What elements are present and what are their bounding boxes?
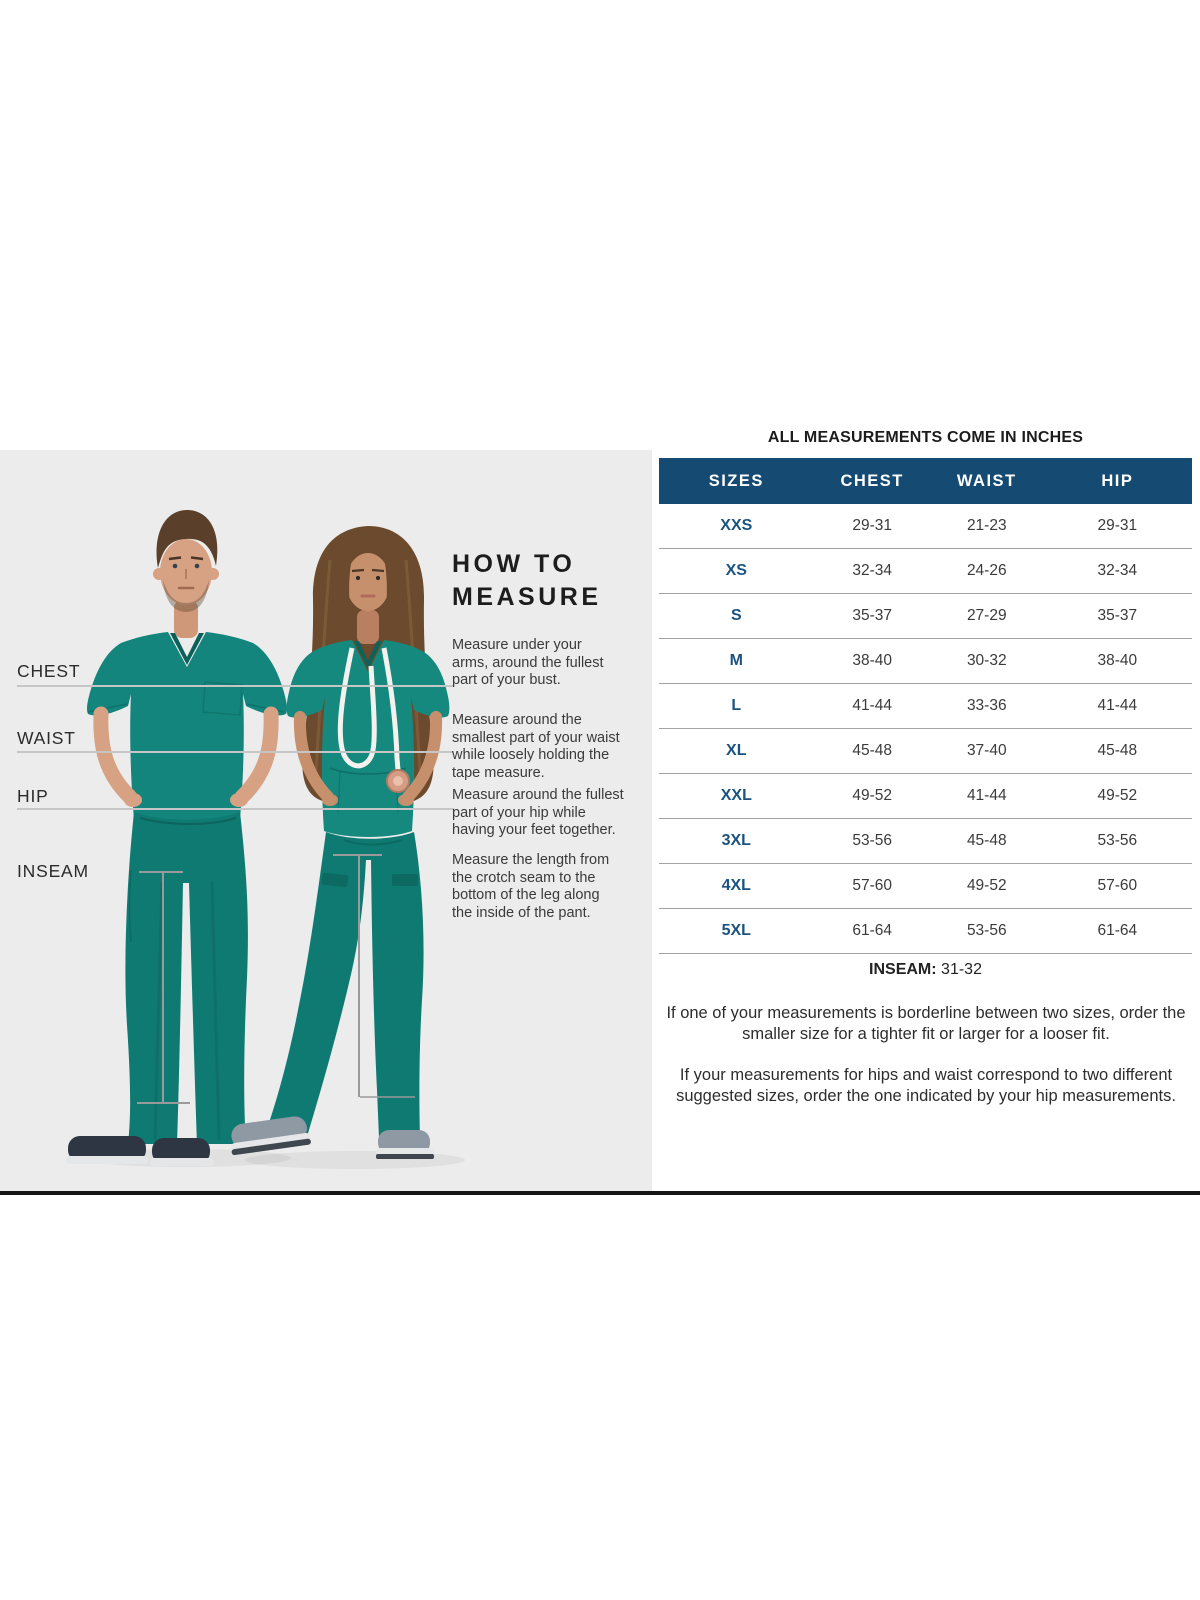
- inseam-tick-woman-bottom: [360, 1096, 415, 1098]
- waist-instruction: Measure around the smallest part of your…: [452, 712, 620, 781]
- inseam-tick-man-bottom: [137, 1102, 190, 1104]
- inseam-note-value: 31-32: [941, 961, 982, 978]
- hip-instruction: Measure around the fullest part of your …: [452, 787, 624, 838]
- hip-waist-note: If your measurements for hips and waist …: [676, 1066, 1176, 1105]
- size-row-4xl: 4XL 57-60 49-52 57-60: [659, 864, 1192, 909]
- chest-guide-line: [17, 685, 454, 687]
- inseam-note-label: INSEAM:: [869, 961, 937, 978]
- chest-label: CHEST: [17, 661, 81, 681]
- header-waist: WAIST: [956, 471, 1017, 490]
- inseam-line-man: [162, 871, 164, 1103]
- inseam-tick-woman-top: [333, 854, 382, 856]
- heading-line-1: HOW TO: [452, 550, 576, 578]
- size-row-m: M 38-40 30-32 38-40: [659, 639, 1192, 684]
- size-chart-table: SIZES CHEST WAIST HIP XXS 29-31 21-23 29…: [659, 458, 1192, 954]
- waist-guide-line: [17, 751, 453, 753]
- size-row-xs: XS 32-34 24-26 32-34: [659, 549, 1192, 594]
- how-to-measure-heading: HOW TO MEASURE: [452, 548, 602, 614]
- inseam-label: INSEAM: [17, 861, 89, 881]
- models-photo: [66, 510, 465, 1169]
- size-row-5xl: 5XL 61-64 53-56 61-64: [659, 909, 1192, 954]
- waist-label: WAIST: [17, 728, 76, 748]
- inseam-tick-man-top: [139, 871, 183, 873]
- header-chest: CHEST: [840, 471, 904, 490]
- size-row-xl: XL 45-48 37-40 45-48: [659, 729, 1192, 774]
- size-row-xxs: XXS 29-31 21-23 29-31: [659, 504, 1192, 549]
- male-model-figure: [66, 510, 287, 1166]
- size-row-s: S 35-37 27-29 35-37: [659, 594, 1192, 639]
- inseam-instruction: Measure the length from the crotch seam …: [452, 852, 610, 921]
- inseam-note: INSEAM: 31-32: [659, 961, 1192, 979]
- table-header-row: SIZES CHEST WAIST HIP: [659, 458, 1192, 504]
- size-row-3xl: 3XL 53-56 45-48 53-56: [659, 819, 1192, 864]
- hip-label: HIP: [17, 786, 49, 806]
- female-model-figure: [230, 526, 450, 1159]
- chest-instruction: Measure under your arms, around the full…: [452, 637, 604, 688]
- size-row-l: L 41-44 33-36 41-44: [659, 684, 1192, 729]
- size-row-xxl: XXL 49-52 41-44 49-52: [659, 774, 1192, 819]
- borderline-size-note: If one of your measurements is borderlin…: [666, 1004, 1186, 1043]
- size-chart-title: ALL MEASUREMENTS COME IN INCHES: [767, 429, 1084, 446]
- how-to-measure-panel: [0, 450, 652, 1191]
- header-sizes: SIZES: [708, 471, 764, 490]
- inseam-line-woman: [358, 854, 360, 1097]
- stethoscope: [337, 647, 410, 793]
- header-hip: HIP: [1101, 471, 1134, 490]
- heading-line-2: MEASURE: [452, 583, 602, 611]
- hip-guide-line: [17, 808, 454, 810]
- bottom-divider: [0, 1191, 1200, 1195]
